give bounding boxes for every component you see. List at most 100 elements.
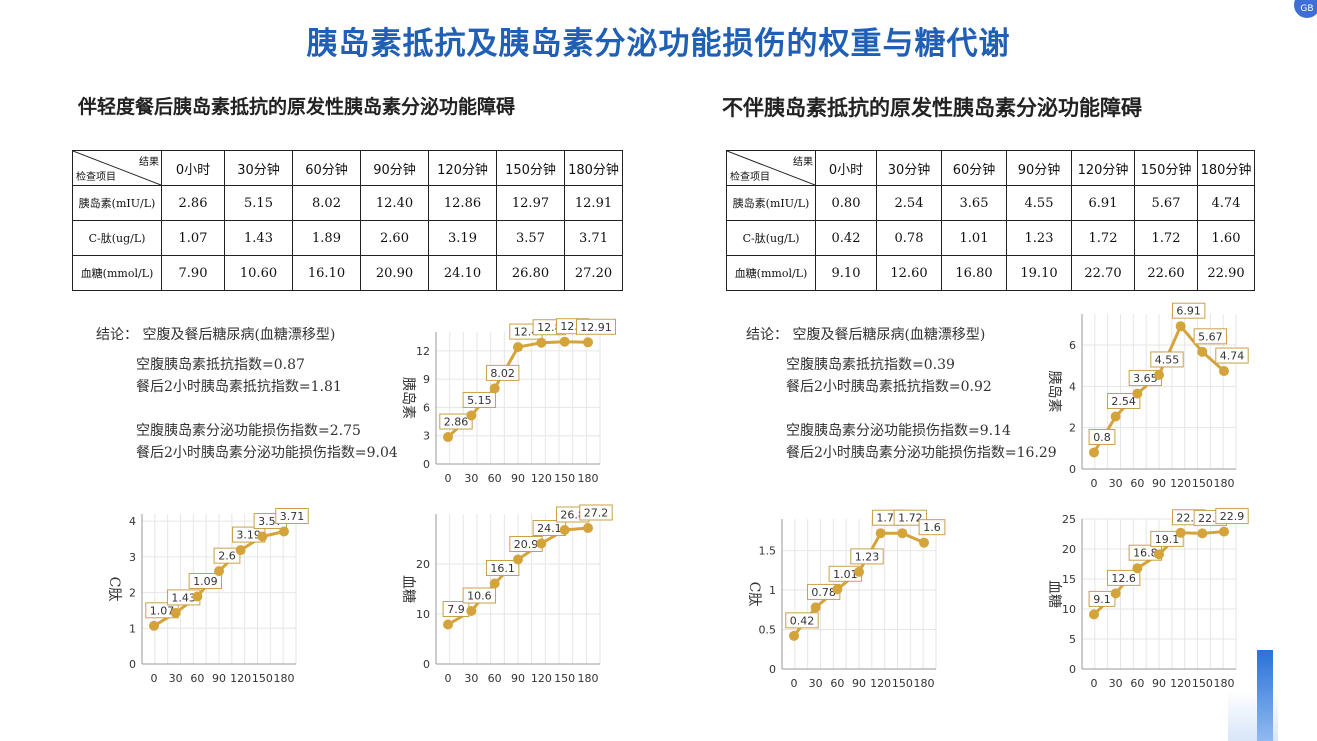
x-tick-label: 30 — [464, 472, 478, 485]
data-label-box — [918, 519, 946, 536]
data-label: 12.8 — [537, 321, 562, 334]
table-cell: 7.90 — [161, 255, 225, 291]
data-point — [1197, 346, 1208, 357]
data-label-box — [576, 318, 616, 335]
table-header-row: 结果 检查项目 0小时 30分钟 60分钟 90分钟 120分钟 150分钟 1… — [72, 150, 623, 186]
data-label-box — [850, 548, 884, 565]
table-cell: 1.43 — [224, 220, 293, 256]
data-label: 19.1 — [1155, 533, 1180, 546]
corner-badge[interactable]: GB — [1294, 0, 1317, 18]
y-tick-label: 0 — [769, 663, 776, 676]
decorative-bar — [1257, 650, 1273, 741]
table-cell: 2.54 — [876, 185, 942, 221]
table-cell: 0.78 — [876, 220, 942, 256]
x-tick-label: 90 — [1152, 477, 1166, 490]
data-label: 5.67 — [1198, 330, 1223, 343]
table-cell: 12.91 — [564, 185, 623, 221]
data-label: 9.1 — [1093, 593, 1111, 606]
data-label: 12.6 — [1111, 572, 1136, 585]
table-cell: 1.60 — [1197, 220, 1255, 256]
data-point — [235, 545, 246, 556]
column-header: 0小时 — [815, 150, 877, 186]
table-cell: 3.71 — [564, 220, 623, 256]
x-tick-label: 150 — [1192, 477, 1213, 490]
corner-top-label: 结果 — [793, 157, 813, 168]
y-tick-label: 6 — [1069, 339, 1076, 352]
x-tick-label: 60 — [1130, 677, 1144, 690]
data-label: 27.2 — [584, 507, 609, 520]
data-point — [559, 525, 570, 535]
x-tick-label: 60 — [488, 472, 502, 485]
conclusion-line: 餐后2小时胰岛素分泌功能损伤指数=16.29 — [786, 445, 1057, 461]
corner-bottom-label: 检查项目 — [730, 172, 770, 183]
table-row: 胰岛素(mIU/L) 2.86 5.15 8.02 12.40 12.86 12… — [72, 185, 623, 221]
data-label: 0.78 — [811, 586, 836, 599]
table-cell: 9.10 — [815, 255, 877, 291]
table-cell: 19.10 — [1006, 255, 1072, 291]
table-cell: 22.60 — [1134, 255, 1198, 291]
data-point — [1197, 528, 1208, 539]
data-point — [536, 337, 547, 348]
x-tick-label: 90 — [1152, 677, 1166, 690]
table-cell: 1.72 — [1071, 220, 1135, 256]
x-tick-label: 60 — [488, 672, 502, 685]
x-tick-label: 180 — [1214, 477, 1235, 490]
data-label: 2.6 — [218, 550, 236, 563]
table-cell: 12.40 — [360, 185, 429, 221]
data-label: 20.9 — [514, 538, 539, 551]
data-point — [149, 620, 159, 631]
data-label: 2.86 — [444, 416, 469, 429]
data-label-box — [1150, 351, 1184, 368]
y-tick-label: 4 — [1069, 380, 1076, 393]
table-cell: 1.72 — [1134, 220, 1198, 256]
chart-left-glucose: 0 10 20 0 30 60 90 120 150 180 血糖 7.910.6 16.1 20.9 24… — [400, 504, 613, 685]
data-point — [1175, 321, 1186, 332]
x-tick-label: 0 — [445, 672, 452, 685]
data-point — [279, 526, 289, 537]
data-label-box — [893, 509, 928, 526]
table-cell: 4.74 — [1197, 185, 1255, 221]
data-point — [513, 554, 523, 565]
data-point — [583, 337, 593, 348]
x-tick-label: 0 — [445, 472, 452, 485]
conclusion-line: 空腹胰岛素抵抗指数=0.39 — [786, 357, 955, 373]
column-header: 90分钟 — [360, 150, 429, 186]
table-cell: 2.60 — [360, 220, 429, 256]
corner-top-label: 结果 — [139, 157, 159, 168]
data-label-box — [462, 391, 497, 408]
data-label: 12.91 — [580, 321, 612, 334]
data-label: 12.4 — [514, 326, 539, 339]
data-label: 3.71 — [280, 510, 305, 523]
y-tick-label: 3 — [423, 430, 430, 443]
data-label-box — [1088, 590, 1116, 607]
table-cell: 27.20 — [564, 255, 623, 291]
conclusion-heading: 结论： 空腹及餐后糖尿病(血糖漂移型) — [746, 327, 986, 343]
data-label: 1.23 — [855, 550, 880, 563]
table-cell: 16.10 — [292, 255, 361, 291]
data-point — [1132, 563, 1143, 574]
table-cell: 22.70 — [1071, 255, 1135, 291]
data-point — [875, 528, 886, 539]
data-point — [214, 566, 224, 577]
y-axis-label: 胰岛素 — [400, 377, 416, 419]
data-point — [489, 578, 500, 589]
table-cell: 22.90 — [1197, 255, 1255, 291]
column-header: 180分钟 — [564, 150, 623, 186]
table-cell: 10.60 — [224, 255, 293, 291]
data-label-box — [1106, 393, 1141, 410]
data-label: 0.8 — [1093, 431, 1111, 444]
data-label: 5.15 — [467, 394, 492, 407]
y-tick-label: 2 — [1069, 422, 1076, 435]
data-point — [897, 528, 908, 539]
y-tick-label: 0 — [1069, 663, 1076, 676]
x-tick-label: 0 — [151, 672, 158, 685]
left-data-table: 结果 检查项目 0小时 30分钟 60分钟 90分钟 120分钟 150分钟 1… — [72, 150, 623, 291]
table-cell: 3.57 — [496, 220, 565, 256]
y-axis-label: C肽 — [106, 577, 122, 602]
data-label: 1.72 — [898, 512, 923, 525]
table-cell: 3.19 — [428, 220, 497, 256]
x-tick-label: 150 — [1192, 677, 1213, 690]
table-cell: 16.80 — [941, 255, 1007, 291]
x-tick-label: 180 — [274, 672, 295, 685]
x-tick-label: 90 — [511, 672, 525, 685]
